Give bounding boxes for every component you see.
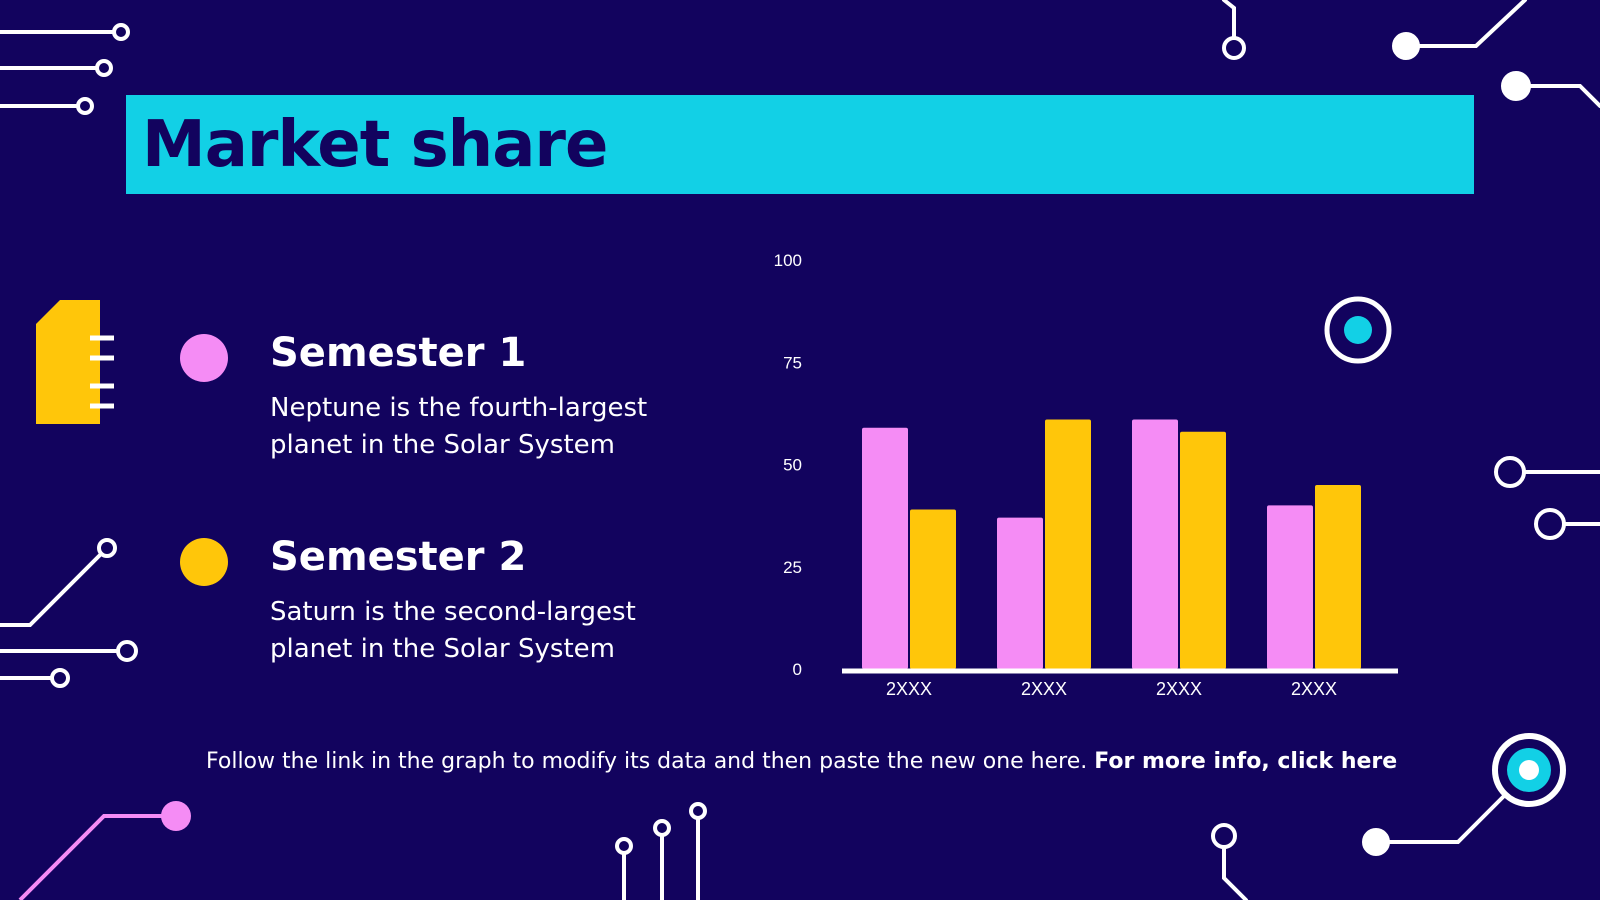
title-bar: Market share [126, 95, 1474, 194]
sd-card-icon [36, 300, 114, 424]
y-tick-label: 50 [783, 456, 802, 475]
bar-series-2 [1315, 484, 1361, 669]
legend-description: Neptune is the fourth-largest planet in … [270, 393, 648, 460]
footer-text: Follow the link in the graph to modify i… [206, 744, 1397, 780]
x-tick-label: 2XXX [1021, 679, 1067, 699]
y-tick-label: 100 [774, 251, 802, 270]
y-tick-label: 25 [783, 558, 802, 577]
page-title: Market share [142, 108, 608, 182]
footer-instructions: Follow the link in the graph to modify i… [206, 749, 1095, 774]
y-tick-label: 75 [783, 353, 802, 372]
semester-1-dot-icon [180, 334, 228, 382]
x-tick-label: 2XXX [886, 679, 932, 699]
bar-series-2 [1045, 419, 1091, 669]
x-tick-label: 2XXX [1156, 679, 1202, 699]
target-node-icon [1324, 296, 1392, 364]
bar-series-2 [910, 509, 956, 669]
legend-description: Saturn is the second-largest planet in t… [270, 597, 636, 664]
bar-series-1 [1267, 505, 1313, 669]
x-tick-label: 2XXX [1291, 679, 1337, 699]
bar-series-1 [997, 517, 1043, 669]
more-info-link[interactable]: For more info, click here [1094, 749, 1398, 774]
bar-series-1 [862, 427, 908, 669]
bar-series-2 [1180, 431, 1226, 669]
bar-series-1 [1132, 419, 1178, 669]
bar-chart[interactable]: 0 25 50 75 100 2XXX 2XXX 2XXX 2XXX [740, 240, 1420, 710]
semester-2-dot-icon [180, 538, 228, 586]
legend-title: Semester 2 [270, 534, 527, 580]
legend-title: Semester 1 [270, 330, 527, 376]
y-tick-label: 0 [793, 660, 802, 679]
